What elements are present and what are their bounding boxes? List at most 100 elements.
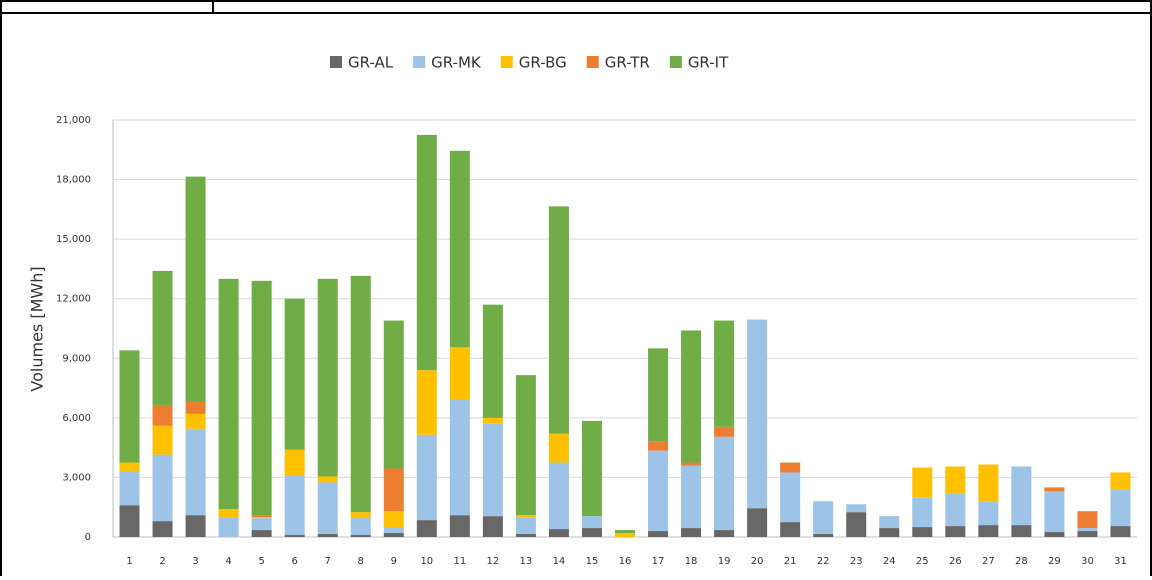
bar-segment <box>515 534 536 537</box>
bar-segment <box>482 304 503 418</box>
bar-segment <box>284 298 305 450</box>
x-tick-label: 25 <box>916 556 929 567</box>
bar-segment <box>284 475 305 536</box>
bar-segment <box>648 348 669 442</box>
bar-segment <box>317 476 338 483</box>
bar-segment <box>152 521 173 537</box>
bar-segment <box>218 509 239 518</box>
bar-segment <box>846 504 867 513</box>
legend-swatch <box>330 56 342 68</box>
x-tick-label: 29 <box>1048 556 1061 567</box>
y-axis-title: Volumes [MWh] <box>28 266 47 391</box>
bar-segment <box>119 462 140 472</box>
legend-swatch <box>413 56 426 68</box>
x-tick-label: 1 <box>126 556 132 567</box>
bar-segment <box>152 454 173 522</box>
bar-segment <box>648 531 669 537</box>
y-tick-label: 12,000 <box>56 294 91 305</box>
bar-segment <box>780 462 801 473</box>
bar-segment <box>978 525 999 537</box>
bar-segment <box>119 505 140 537</box>
bar-segment <box>350 518 371 536</box>
bar-segment <box>251 515 272 518</box>
bar-segment <box>747 319 768 509</box>
bar-segment <box>912 467 933 498</box>
x-tick-label: 31 <box>1114 556 1127 567</box>
bar-segment <box>978 464 999 502</box>
legend-label: GR-TR <box>605 54 650 72</box>
bar-segment <box>780 472 801 523</box>
bar-segment <box>218 517 239 537</box>
bar-segment <box>350 512 371 519</box>
bar-segment <box>548 433 569 463</box>
x-tick-label: 19 <box>718 556 731 567</box>
bar-segment <box>152 270 173 405</box>
bar-segment <box>317 482 338 535</box>
bar-segment <box>383 527 404 534</box>
bar-segment <box>879 528 900 537</box>
bar-segment <box>879 516 900 529</box>
x-tick-label: 8 <box>358 556 364 567</box>
x-tick-label: 27 <box>982 556 995 567</box>
bar-segment <box>185 413 206 429</box>
bar-segment <box>383 320 404 469</box>
bar-segment <box>152 425 173 455</box>
bar-segment <box>1110 526 1131 537</box>
bar-segment <box>714 320 735 427</box>
bar-segment <box>846 512 867 537</box>
bar-segment <box>1044 491 1065 533</box>
y-tick-label: 9,000 <box>62 353 91 364</box>
bar-segment <box>813 501 834 535</box>
bar-segment <box>945 466 966 494</box>
x-tick-label: 26 <box>949 556 962 567</box>
bar-segment <box>185 176 206 402</box>
x-tick-label: 24 <box>883 556 896 567</box>
bar-segment <box>185 515 206 537</box>
bar-segment <box>383 511 404 528</box>
bar-segment <box>548 462 569 530</box>
bar-segment <box>185 428 206 516</box>
x-tick-label: 20 <box>751 556 764 567</box>
bar-segment <box>681 465 702 529</box>
bar-segment <box>648 450 669 532</box>
x-tick-label: 14 <box>553 556 566 567</box>
legend-label: GR-BG <box>519 54 567 72</box>
x-tick-label: 28 <box>1015 556 1028 567</box>
bar-segment <box>119 350 140 463</box>
bar-segment <box>383 468 404 512</box>
bar-segment <box>416 520 437 537</box>
bar-segment <box>1011 525 1032 537</box>
x-tick-label: 18 <box>685 556 698 567</box>
legend-label: GR-AL <box>348 54 394 72</box>
bar-segment <box>978 501 999 526</box>
y-tick-label: 0 <box>85 532 91 543</box>
bar-segment <box>912 497 933 528</box>
bar-segment <box>482 516 503 537</box>
bar-segment <box>119 471 140 506</box>
bar-segment <box>251 517 272 519</box>
bar-segment <box>251 518 272 531</box>
bar-segment <box>681 330 702 463</box>
x-tick-label: 15 <box>586 556 599 567</box>
x-tick-label: 6 <box>291 556 297 567</box>
bar-segment <box>416 434 437 521</box>
bar-segment <box>747 508 768 537</box>
bar-segment <box>780 522 801 537</box>
bar-segment <box>581 420 602 517</box>
bar-segment <box>383 533 404 537</box>
bar-segment <box>350 275 371 513</box>
bar-segment <box>548 206 569 434</box>
bar-segment <box>714 436 735 531</box>
bar-segment <box>449 150 470 348</box>
bar-segment <box>185 401 206 414</box>
bar-segment <box>945 493 966 527</box>
bar-segment <box>350 535 371 537</box>
bar-segment <box>284 449 305 476</box>
x-tick-label: 21 <box>784 556 797 567</box>
legend-swatch <box>586 56 599 68</box>
bar-segment <box>681 528 702 537</box>
bar-segment <box>482 417 503 424</box>
bar-segment <box>1077 528 1098 532</box>
